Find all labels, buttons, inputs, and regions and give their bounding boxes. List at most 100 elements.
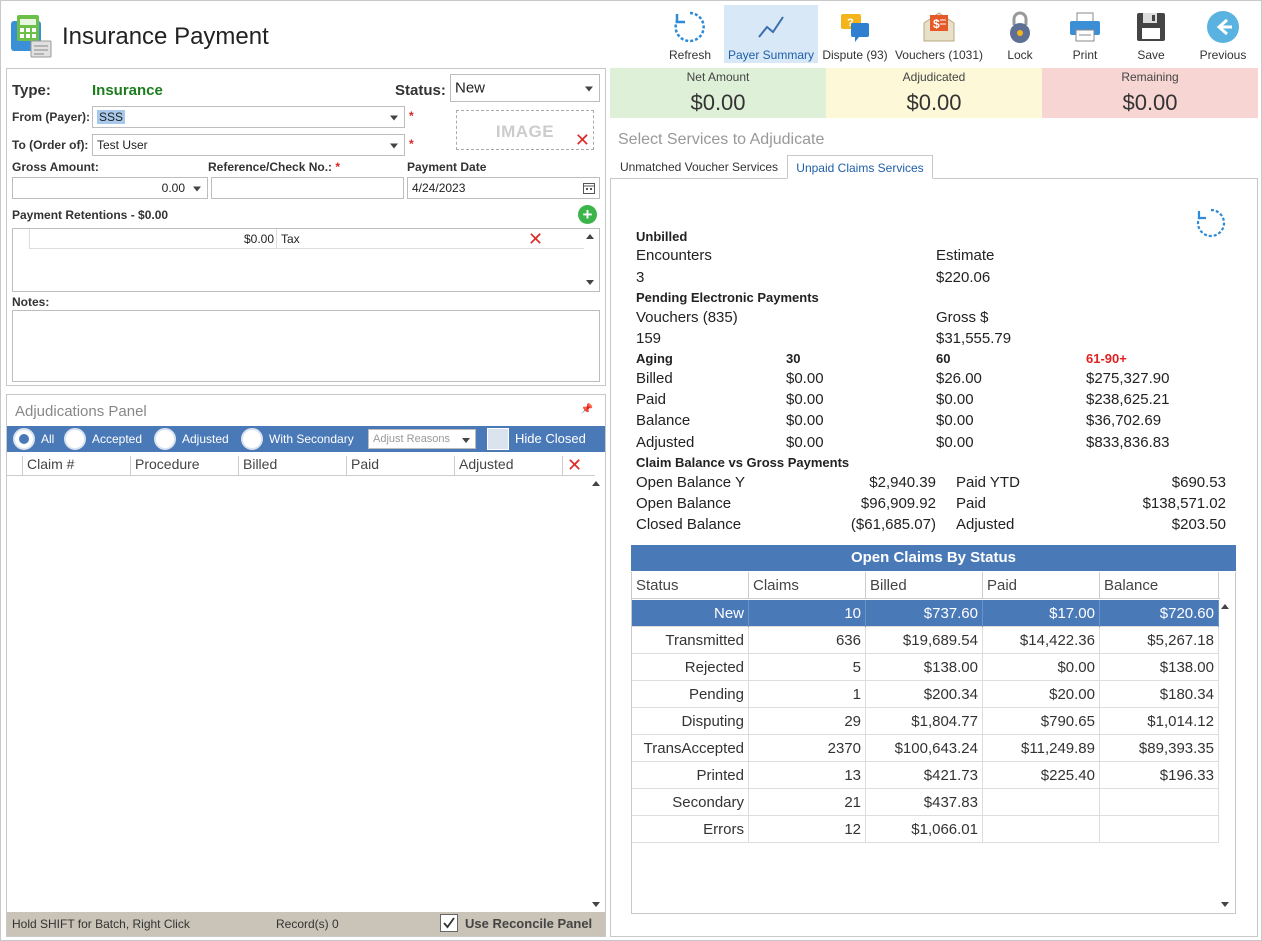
col-status[interactable]: Status [632,572,749,599]
cbgp-label: Closed Balance [636,516,742,533]
table-cell-paid: $20.00 [983,681,1100,708]
cbgp-label: Paid YTD [956,474,1020,491]
refresh-icon [674,11,705,43]
aging-value: $0.00 [936,391,974,408]
reference-input[interactable] [211,177,404,199]
dispute-button[interactable]: ? Dispute (93) [820,5,890,63]
image-placeholder: IMAGE [495,122,555,141]
chevron-down-icon [462,438,470,443]
status-select[interactable]: New [450,74,600,102]
col-claims[interactable]: Claims [749,572,866,599]
adjudicated-label: Adjudicated [902,70,966,84]
table-cell-claims: 1 [749,681,866,708]
use-reconcile-checkbox[interactable] [440,914,458,932]
previous-button[interactable]: Previous [1194,5,1252,63]
adjust-reasons-select[interactable]: Adjust Reasons [368,429,476,449]
pending-payments-heading: Pending Electronic Payments [636,290,819,305]
filter-adjusted-label: Adjusted [182,432,229,446]
to-order-select[interactable]: Test User [92,134,405,156]
col-claim-number[interactable]: Claim # [22,456,130,476]
aging-row-label: Adjusted [636,434,695,451]
tab-unpaid-claims-services[interactable]: Unpaid Claims Services [787,155,933,179]
refresh-button[interactable]: Refresh [661,5,719,63]
scroll-up-icon[interactable] [1221,604,1229,609]
delete-retention-icon[interactable]: ✕ [528,229,544,249]
aging-value: $238,625.21 [1086,391,1170,408]
image-dropzone[interactable]: IMAGE ✕ [456,110,594,150]
retentions-grid: $0.00 Tax ✕ [12,228,600,292]
col-balance[interactable]: Balance [1100,572,1219,599]
table-cell-balance: $1,014.12 [1100,708,1219,735]
aging-col-61-90: 61-90+ [1086,351,1127,366]
cbgp-value: $96,909.92 [860,495,936,512]
table-row[interactable]: Transmitted 636 $19,689.54 $14,422.36 $5,267… [632,627,1219,654]
table-cell-balance: $720.60 [1100,600,1219,627]
retention-row[interactable]: $0.00 Tax ✕ [29,229,584,249]
table-cell-status: Printed [632,762,749,789]
payer-summary-button[interactable]: Payer Summary [724,5,818,63]
table-row[interactable]: Errors 12 $1,066.01 [632,816,1219,843]
print-button[interactable]: Print [1059,5,1111,63]
estimate-label: Estimate [936,247,995,264]
gross-amount-input[interactable]: 0.00 [12,177,208,199]
table-cell-claims: 636 [749,627,866,654]
table-cell-balance: $138.00 [1100,654,1219,681]
use-reconcile-label: Use Reconcile Panel [465,916,593,931]
save-label: Save [1137,48,1165,62]
col-paid[interactable]: Paid [346,456,454,476]
net-amount-box: Net Amount $0.00 [610,68,826,118]
table-cell-billed: $1,066.01 [866,816,983,843]
scroll-down-icon[interactable] [586,280,594,285]
delete-icon[interactable]: ✕ [567,455,583,475]
aging-value: $275,327.90 [1086,370,1170,387]
table-row[interactable]: TransAccepted 2370 $100,643.24 $11,249.89 $8… [632,735,1219,762]
col-procedure[interactable]: Procedure [130,456,238,476]
table-row[interactable]: New 10 $737.60 $17.00 $720.60 [632,600,1219,627]
hide-closed-label: Hide Closed [515,431,586,446]
print-label: Print [1072,48,1098,62]
table-row[interactable]: Rejected 5 $138.00 $0.00 $138.00 [632,654,1219,681]
col-adjusted[interactable]: Adjusted [454,456,562,476]
filter-with-secondary-label: With Secondary [269,432,354,446]
pin-icon[interactable]: 📌 [580,404,593,415]
aging-value: $0.00 [936,434,974,451]
aging-col-30: 30 [786,351,801,366]
col-billed[interactable]: Billed [866,572,983,599]
scroll-up-icon[interactable] [592,481,600,486]
notes-textarea[interactable] [12,310,600,382]
save-button[interactable]: Save [1125,5,1177,63]
refresh-stats-icon[interactable] [1195,207,1227,239]
col-paid[interactable]: Paid [983,572,1100,599]
payment-date-input[interactable]: 4/24/2023 [407,177,600,199]
retention-type: Tax [276,229,300,249]
aging-row-label: Paid [636,391,667,408]
dispute-icon: ? [841,14,869,42]
table-row[interactable]: Secondary 21 $437.83 [632,789,1219,816]
col-billed[interactable]: Billed [238,456,346,476]
scroll-down-icon[interactable] [592,902,600,907]
encounters-label: Encounters [636,247,712,264]
required-marker: * [409,109,414,123]
table-row[interactable]: Pending 1 $200.34 $20.00 $180.34 [632,681,1219,708]
batch-hint: Hold SHIFT for Batch, Right Click [12,917,190,931]
table-cell-status: Transmitted [632,627,749,654]
adjudications-panel: Adjudications Panel 📌 All Accepted Adjus… [6,394,606,937]
required-marker: * [409,137,414,151]
table-row[interactable]: Disputing 29 $1,804.77 $790.65 $1,014.12 [632,708,1219,735]
lock-button[interactable]: Lock [994,5,1046,63]
open-claims-header: Status Claims Billed Paid Balance [632,572,1220,599]
from-payer-select[interactable]: SSS [92,106,405,128]
chevron-down-icon [193,186,201,192]
calendar-icon[interactable] [583,182,595,194]
scroll-down-icon[interactable] [1221,902,1229,907]
tab-unmatched-voucher-services[interactable]: Unmatched Voucher Services [619,160,779,174]
adjudicated-box: Adjudicated $0.00 [826,68,1042,118]
table-row[interactable]: Printed 13 $421.73 $225.40 $196.33 [632,762,1219,789]
vouchers-button[interactable]: $ Vouchers (1031) [894,5,984,63]
add-retention-icon[interactable]: + [578,205,597,224]
table-cell-claims: 2370 [749,735,866,762]
scroll-up-icon[interactable] [586,234,594,239]
table-cell-billed: $421.73 [866,762,983,789]
table-cell-balance [1100,789,1219,816]
remove-image-icon[interactable]: ✕ [574,130,590,150]
